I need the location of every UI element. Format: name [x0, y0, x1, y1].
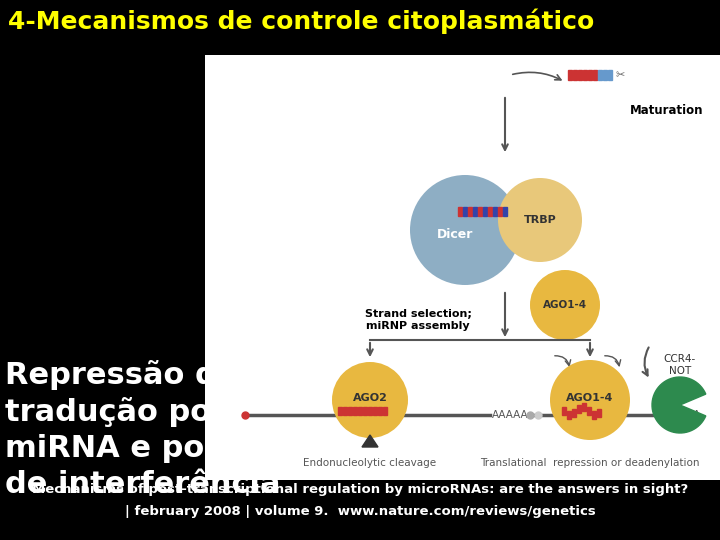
Bar	[578, 70, 582, 80]
Bar	[383, 407, 387, 415]
Bar	[205, 55, 720, 480]
Text: | february 2008 | volume 9.  www.nature.com/reviews/genetics: | february 2008 | volume 9. www.nature.c…	[125, 505, 595, 518]
Bar	[378, 407, 382, 415]
Bar	[568, 70, 572, 80]
Bar	[473, 207, 477, 216]
Bar	[353, 407, 357, 415]
Text: AGO1-4: AGO1-4	[567, 393, 613, 403]
Text: TRBP: TRBP	[523, 215, 557, 225]
Text: Maturation: Maturation	[630, 104, 703, 117]
Bar	[582, 403, 586, 411]
Bar	[358, 407, 362, 415]
Text: Strand selection;
miRNP assembly: Strand selection; miRNP assembly	[364, 309, 472, 331]
Bar	[573, 70, 577, 80]
Bar	[468, 207, 472, 216]
Bar	[488, 207, 492, 216]
Bar	[588, 70, 592, 80]
Bar	[478, 207, 482, 216]
Bar	[577, 404, 581, 413]
Bar	[348, 407, 352, 415]
Bar	[587, 407, 591, 415]
Bar	[598, 70, 602, 80]
Text: ✂: ✂	[616, 70, 626, 80]
Bar	[608, 70, 612, 80]
Bar	[503, 207, 507, 216]
Circle shape	[530, 270, 600, 340]
Polygon shape	[652, 377, 706, 433]
Circle shape	[498, 178, 582, 262]
Bar	[338, 407, 342, 415]
Bar	[583, 70, 587, 80]
Bar	[493, 207, 497, 216]
Bar	[562, 407, 566, 415]
Bar	[597, 409, 601, 417]
Text: 4-Mecanismos de controle citoplasmático: 4-Mecanismos de controle citoplasmático	[8, 8, 594, 33]
Text: AAAA: AAAA	[672, 410, 701, 420]
Bar	[498, 207, 502, 216]
Bar	[463, 207, 467, 216]
Bar	[343, 407, 347, 415]
Polygon shape	[362, 435, 378, 447]
Text: AGO1-4: AGO1-4	[543, 300, 587, 310]
Bar	[363, 407, 367, 415]
Bar	[483, 207, 487, 216]
Bar	[593, 70, 597, 80]
Text: CCR4-
NOT: CCR4- NOT	[664, 354, 696, 376]
Text: AAAAA: AAAAA	[492, 410, 528, 420]
Bar	[458, 207, 462, 216]
Text: Dicer: Dicer	[437, 228, 473, 241]
Bar	[368, 407, 372, 415]
Bar	[603, 70, 607, 80]
Bar	[373, 407, 377, 415]
Text: AGO2: AGO2	[353, 393, 387, 403]
Bar	[567, 411, 571, 419]
Circle shape	[410, 175, 520, 285]
Bar	[592, 411, 596, 419]
Bar	[572, 409, 576, 417]
Text: Endonucleolytic cleavage: Endonucleolytic cleavage	[303, 458, 436, 468]
Text: Translational  repression or deadenylation: Translational repression or deadenylatio…	[480, 458, 700, 468]
Circle shape	[332, 362, 408, 438]
Circle shape	[550, 360, 630, 440]
Text: Mechanisms of post-transcriptional regulation by microRNAs: are the answers in s: Mechanisms of post-transcriptional regul…	[32, 483, 688, 496]
Text: Repressão da
tradução por
miRNA e por RNA
de interferência: Repressão da tradução por miRNA e por RN…	[5, 360, 302, 499]
